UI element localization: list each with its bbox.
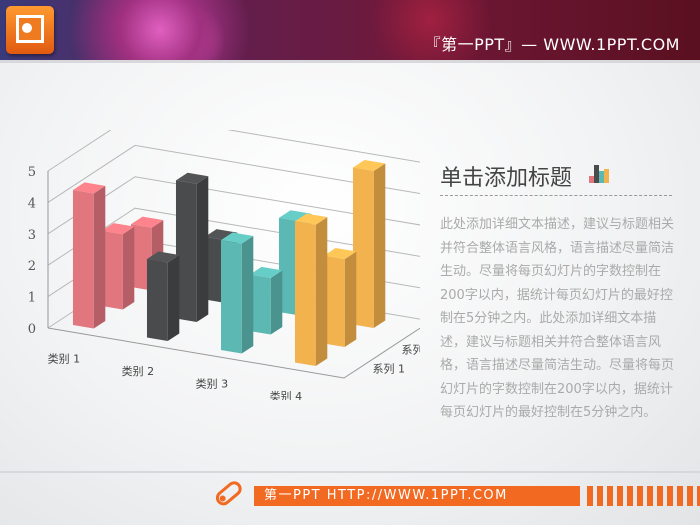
- powerpoint-icon: [6, 6, 54, 54]
- bar-side-2-1: [167, 254, 180, 342]
- bar-top-3-1: [220, 232, 254, 244]
- bar-side-3-1: [241, 236, 254, 354]
- bar-side-1-2: [122, 226, 135, 310]
- bar-2-1: [146, 259, 168, 342]
- floor-axis: [47, 327, 420, 379]
- bar-2-2: [175, 180, 197, 323]
- y-tick-label: 1: [28, 291, 36, 306]
- bar-side-1-1: [93, 185, 106, 329]
- bar-top-4-3: [352, 159, 386, 172]
- bar-1-2: [101, 230, 123, 310]
- bar-side-4-3: [373, 163, 386, 329]
- panel-title: 单击添加标题: [440, 166, 573, 191]
- bar-3-1: [220, 240, 242, 354]
- bar-top-3-2: [249, 266, 283, 279]
- y-tick-label: 2: [28, 259, 36, 274]
- bar-4-3: [352, 167, 374, 329]
- footer-stripes: [587, 486, 700, 506]
- bar-2-3: [204, 236, 226, 304]
- bar-1-3: [130, 224, 152, 291]
- bar-side-4-1: [315, 217, 328, 367]
- x-tick-label: 类别 4: [270, 389, 303, 400]
- series-label: 系列 1: [373, 362, 406, 376]
- site-title: 『第一PPT』— WWW.1PPT.COM: [424, 35, 680, 54]
- bar-1-1: [72, 190, 94, 329]
- y-tick-label: 5: [28, 165, 36, 180]
- footer-divider: [0, 471, 700, 473]
- gridline: [47, 144, 420, 203]
- bar-top-1-2: [101, 223, 135, 235]
- bar-top-4-1: [294, 213, 328, 225]
- footer-url-bar: 第一PPT HTTP://WWW.1PPT.COM: [254, 486, 580, 506]
- bar-3-3: [278, 217, 300, 316]
- gridline: [47, 130, 420, 172]
- x-tick-label: 类别 2: [122, 364, 155, 378]
- x-tick-label: 类别 1: [48, 351, 81, 365]
- bar-top-2-1: [146, 251, 180, 263]
- bar-top-2-2: [175, 172, 209, 184]
- bar-top-1-3: [130, 216, 164, 228]
- pin-icon: [215, 481, 242, 506]
- body-text: 此处添加详细文本描述，建议与标题相关并符合整体语言风格，语言描述尽量简洁生动。尽…: [440, 217, 675, 420]
- bar-side-3-2: [270, 270, 283, 335]
- y-tick-label: 3: [28, 228, 36, 243]
- bar-4-2: [323, 255, 345, 348]
- bar-3-2: [249, 274, 271, 335]
- bar-chart-icon: [589, 165, 609, 183]
- y-tick-label: 4: [28, 196, 36, 211]
- dashed-divider: [440, 195, 672, 196]
- x-tick-label: 类别 3: [196, 376, 229, 390]
- y-tick-label: 0: [28, 322, 36, 337]
- series-label: 系列 2: [402, 343, 421, 357]
- bar-top-4-2: [323, 248, 357, 260]
- bar-side-2-2: [196, 176, 209, 323]
- bar-side-4-2: [344, 251, 357, 348]
- header-banner: 『第一PPT』— WWW.1PPT.COM: [0, 0, 700, 60]
- bar-top-1-1: [72, 182, 106, 194]
- header-divider: [0, 60, 700, 63]
- bar-4-1: [294, 221, 316, 367]
